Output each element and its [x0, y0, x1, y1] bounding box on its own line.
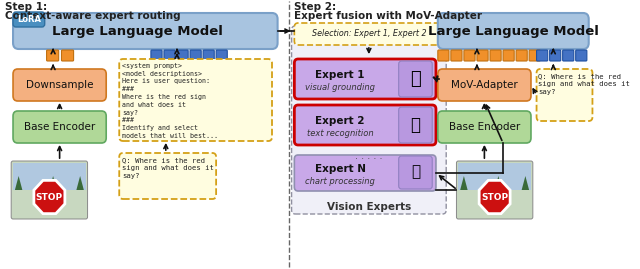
FancyBboxPatch shape	[576, 50, 587, 61]
FancyBboxPatch shape	[399, 156, 432, 189]
Polygon shape	[522, 176, 529, 190]
Text: LoRA: LoRA	[17, 15, 41, 24]
FancyBboxPatch shape	[438, 69, 531, 101]
FancyBboxPatch shape	[456, 161, 533, 219]
FancyBboxPatch shape	[11, 161, 88, 219]
FancyBboxPatch shape	[61, 50, 74, 61]
FancyBboxPatch shape	[503, 50, 514, 61]
FancyBboxPatch shape	[177, 50, 188, 61]
Text: Large Language Model: Large Language Model	[52, 24, 223, 37]
Text: 📊: 📊	[411, 165, 420, 179]
FancyBboxPatch shape	[399, 61, 432, 97]
Text: Step 2:: Step 2:	[294, 2, 337, 12]
Text: Selection: Expert 1, Expert 2: Selection: Expert 1, Expert 2	[312, 30, 426, 38]
Polygon shape	[460, 176, 468, 190]
FancyBboxPatch shape	[294, 155, 436, 191]
Bar	[458, 163, 531, 190]
FancyBboxPatch shape	[294, 105, 436, 145]
Text: Base Encoder: Base Encoder	[24, 122, 95, 132]
Text: STOP: STOP	[36, 193, 63, 201]
Text: Context-aware expert routing: Context-aware expert routing	[4, 11, 180, 21]
FancyBboxPatch shape	[13, 12, 45, 27]
Polygon shape	[76, 176, 84, 190]
FancyBboxPatch shape	[529, 50, 540, 61]
FancyBboxPatch shape	[536, 69, 593, 121]
Polygon shape	[479, 180, 510, 214]
Text: STOP: STOP	[481, 193, 508, 201]
FancyBboxPatch shape	[563, 50, 574, 61]
FancyBboxPatch shape	[536, 50, 548, 61]
Text: Q: Where is the red
sign and what does it
say?: Q: Where is the red sign and what does i…	[538, 73, 630, 95]
Text: Step 1:: Step 1:	[4, 2, 47, 12]
FancyBboxPatch shape	[490, 50, 501, 61]
Text: 📄: 📄	[410, 116, 420, 134]
FancyBboxPatch shape	[477, 50, 488, 61]
Text: <system prompt>
<model descriptions>
Here is user question:
###
Where is the red: <system prompt> <model descriptions> Her…	[122, 63, 218, 139]
Text: visual grounding: visual grounding	[305, 83, 375, 93]
FancyBboxPatch shape	[216, 50, 227, 61]
FancyBboxPatch shape	[464, 50, 475, 61]
FancyBboxPatch shape	[292, 26, 446, 214]
FancyBboxPatch shape	[119, 153, 216, 199]
FancyBboxPatch shape	[451, 50, 462, 61]
FancyBboxPatch shape	[438, 50, 449, 61]
Text: MoV-Adapter: MoV-Adapter	[451, 80, 518, 90]
FancyBboxPatch shape	[399, 107, 432, 143]
Polygon shape	[495, 176, 502, 190]
FancyBboxPatch shape	[190, 50, 201, 61]
Text: Expert fusion with MoV-Adapter: Expert fusion with MoV-Adapter	[294, 11, 483, 21]
FancyBboxPatch shape	[13, 13, 278, 49]
Text: 🦅: 🦅	[410, 70, 421, 88]
Text: Vision Experts: Vision Experts	[327, 202, 411, 212]
Text: Base Encoder: Base Encoder	[449, 122, 520, 132]
FancyBboxPatch shape	[164, 50, 175, 61]
Text: Expert 1: Expert 1	[316, 70, 365, 80]
FancyBboxPatch shape	[47, 50, 59, 61]
FancyBboxPatch shape	[294, 23, 444, 45]
FancyBboxPatch shape	[516, 50, 527, 61]
Text: Q: Where is the red
sign and what does it
say?: Q: Where is the red sign and what does i…	[122, 157, 214, 179]
Text: chart processing: chart processing	[305, 178, 375, 186]
FancyBboxPatch shape	[13, 69, 106, 101]
Text: text recognition: text recognition	[307, 129, 373, 139]
FancyBboxPatch shape	[203, 50, 214, 61]
Text: Large Language Model: Large Language Model	[428, 24, 598, 37]
FancyBboxPatch shape	[550, 50, 561, 61]
FancyBboxPatch shape	[294, 59, 436, 99]
Text: Downsample: Downsample	[26, 80, 93, 90]
Polygon shape	[49, 176, 57, 190]
FancyBboxPatch shape	[13, 111, 106, 143]
FancyBboxPatch shape	[438, 111, 531, 143]
FancyBboxPatch shape	[151, 50, 162, 61]
Text: . . . . .: . . . . .	[355, 151, 383, 161]
FancyBboxPatch shape	[119, 59, 272, 141]
Text: Expert N: Expert N	[314, 164, 365, 174]
Polygon shape	[15, 176, 22, 190]
Polygon shape	[34, 180, 65, 214]
FancyBboxPatch shape	[438, 13, 589, 49]
Bar	[13, 163, 86, 190]
Text: Expert 2: Expert 2	[316, 116, 365, 126]
